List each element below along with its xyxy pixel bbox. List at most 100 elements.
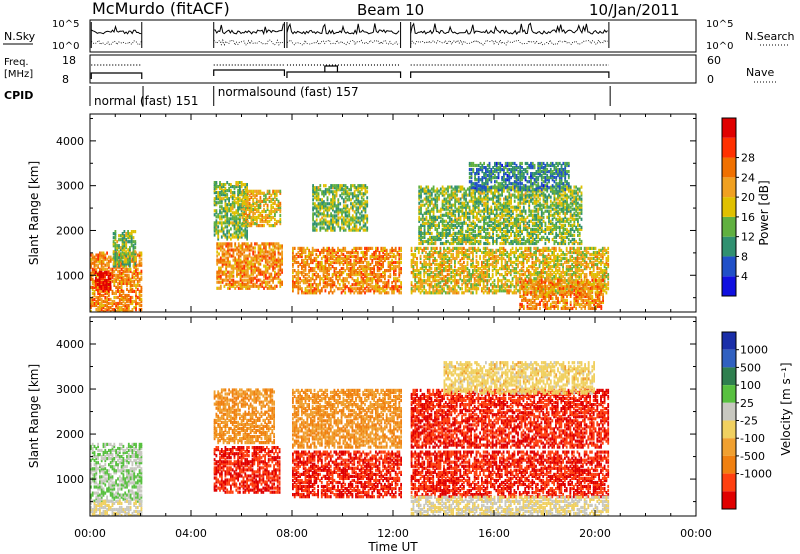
power-cell	[463, 256, 465, 261]
power-cell	[140, 289, 143, 293]
power-cell	[427, 195, 430, 199]
power-cell	[400, 252, 402, 257]
power-cell	[279, 264, 282, 268]
power-cell	[215, 215, 218, 219]
power-cell	[319, 267, 321, 271]
power-cell	[292, 289, 294, 293]
power-cell	[274, 209, 276, 214]
power-cell	[344, 246, 347, 250]
power-cell	[367, 283, 370, 287]
power-cell	[226, 205, 229, 209]
power-cell	[248, 246, 251, 250]
power-cell	[502, 285, 505, 289]
power-cell	[553, 256, 555, 261]
power-cell	[603, 248, 606, 252]
power-cell	[371, 281, 374, 285]
power-cell	[109, 284, 112, 289]
power-cell	[90, 275, 92, 279]
power-cell	[90, 253, 92, 257]
power-cell	[601, 246, 604, 250]
power-cell	[461, 256, 463, 261]
power-cell	[240, 233, 243, 237]
power-cell	[359, 186, 361, 190]
power-cell	[342, 289, 345, 293]
power-cell	[375, 256, 377, 261]
power-cell	[414, 283, 417, 287]
power-cell	[535, 248, 537, 252]
power-cell	[473, 267, 476, 271]
power-cell	[342, 218, 345, 222]
power-cell	[230, 227, 232, 231]
power-cell	[545, 271, 548, 275]
power-cell	[564, 260, 566, 265]
power-cell	[277, 203, 280, 207]
power-cell	[268, 284, 271, 288]
power-cell	[573, 250, 575, 255]
power-cell	[259, 282, 262, 286]
power-cell	[455, 273, 458, 277]
power-cell	[109, 267, 112, 271]
power-cell	[243, 219, 246, 224]
power-cell	[236, 260, 238, 264]
power-cell	[598, 260, 600, 265]
power-cell	[216, 242, 219, 246]
power-cell	[464, 248, 467, 252]
power-cell	[441, 229, 444, 233]
freq-label: Freq.	[4, 57, 29, 68]
power-cell	[484, 262, 487, 267]
power-cell	[592, 269, 595, 273]
power-cell	[459, 287, 462, 291]
power-cell	[259, 213, 262, 218]
power-cell	[434, 223, 437, 227]
power-cell	[96, 278, 99, 283]
power-cell	[246, 185, 248, 189]
power-cell	[400, 291, 402, 295]
power-cell	[364, 281, 366, 285]
power-cell	[233, 221, 236, 225]
power-cell	[90, 306, 92, 310]
power-cell	[261, 191, 264, 195]
power-cell	[100, 308, 103, 312]
power-cell	[319, 222, 322, 226]
power-cell	[252, 264, 255, 268]
power-cell	[443, 277, 445, 281]
power-cell	[430, 209, 433, 213]
power-cell	[585, 262, 588, 267]
power-cell	[576, 250, 579, 255]
power-cell	[362, 289, 365, 293]
power-cell	[108, 306, 110, 310]
power-cell	[522, 254, 525, 259]
power-cell	[376, 256, 379, 261]
power-cell	[306, 277, 309, 281]
power-cell	[373, 269, 375, 273]
power-cell	[136, 275, 139, 279]
power-cell	[126, 279, 128, 283]
power-cell	[335, 190, 338, 194]
power-cell	[127, 277, 130, 281]
power-cell	[357, 196, 360, 200]
power-cell	[438, 225, 440, 229]
power-cell	[112, 236, 115, 240]
power-cell	[475, 269, 478, 273]
power-cell	[425, 209, 428, 213]
power-cell	[226, 209, 229, 213]
power-cell	[475, 283, 478, 287]
power-cell	[272, 244, 274, 248]
power-cell	[261, 256, 264, 260]
power-cell	[491, 256, 494, 261]
power-cell	[217, 233, 220, 237]
power-cell	[434, 246, 436, 250]
power-cell	[362, 273, 365, 277]
power-cell	[426, 262, 429, 267]
power-cell	[97, 301, 99, 306]
power-cell	[248, 244, 251, 248]
power-cell	[429, 209, 431, 213]
power-cell	[240, 181, 243, 185]
power-cell	[264, 254, 267, 258]
power-cell	[119, 234, 122, 238]
power-cell	[382, 281, 384, 285]
power-cell	[302, 281, 305, 285]
power-cell	[91, 291, 94, 295]
power-cell	[542, 265, 545, 269]
power-cell	[328, 279, 330, 283]
